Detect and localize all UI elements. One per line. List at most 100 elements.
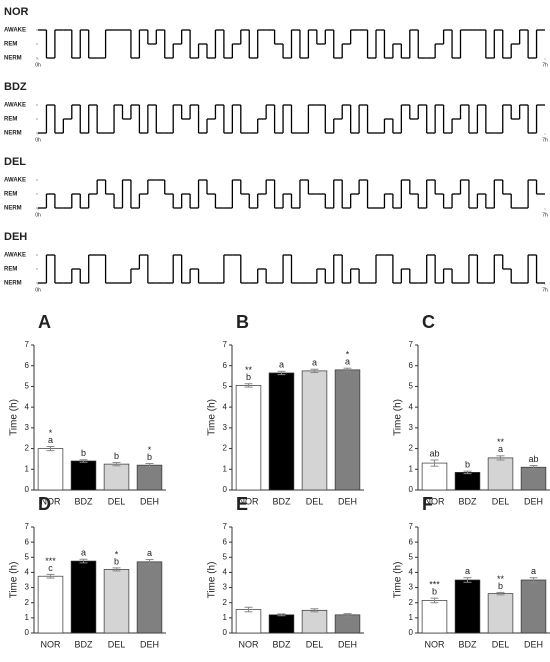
bar [70, 460, 97, 491]
hypnogram-title: DEH [4, 231, 27, 243]
time-label: 0h [35, 137, 41, 143]
significance-letter: b [246, 372, 251, 382]
y-tick-label: 5 [25, 382, 30, 391]
significance-letter: b [432, 587, 437, 597]
x-tick-label: DEH [524, 639, 543, 649]
significance-letter: a [279, 360, 284, 370]
state-label: AWAKE [4, 253, 26, 259]
significance-stars: *** [429, 580, 440, 590]
significance-letter: c [48, 563, 53, 573]
y-tick-label: 1 [223, 613, 228, 622]
y-tick-label: 4 [409, 568, 414, 577]
state-label: NERM [4, 206, 22, 212]
x-tick-label: BDZ [273, 639, 292, 649]
time-label: 7h [542, 62, 548, 68]
y-axis-label: Time (h) [207, 399, 218, 436]
significance-letter: b [81, 448, 86, 458]
bar [268, 614, 295, 634]
y-tick-label: 7 [409, 522, 414, 531]
y-tick-label: 1 [25, 464, 30, 473]
y-tick-label: 7 [25, 340, 30, 349]
y-tick-label: 2 [409, 444, 414, 453]
y-tick-label: 1 [25, 613, 30, 622]
significance-letter: b [498, 581, 503, 591]
bar [301, 370, 328, 491]
bar [520, 466, 547, 491]
bar [454, 472, 481, 491]
y-tick-label: 7 [25, 522, 30, 531]
hypnogram-title: BDZ [4, 81, 27, 93]
panel-letter: A [38, 312, 51, 332]
y-tick-label: 2 [25, 598, 30, 607]
state-label: REM [4, 267, 17, 273]
y-tick-label: 3 [25, 583, 30, 592]
y-tick-label: 4 [25, 568, 30, 577]
y-tick-label: 1 [223, 464, 228, 473]
hypnogram-title: NOR [4, 6, 29, 18]
x-tick-label: NOR [41, 639, 62, 649]
bar [235, 609, 262, 634]
y-tick-label: 2 [223, 444, 228, 453]
significance-letter: a [81, 548, 86, 558]
significance-letter: a [498, 444, 503, 454]
x-tick-label: NOR [239, 639, 260, 649]
x-tick-label: NOR [425, 639, 446, 649]
state-label: NERM [4, 131, 22, 137]
bar [487, 457, 514, 491]
significance-letter: ab [528, 454, 538, 464]
y-tick-label: 7 [409, 340, 414, 349]
y-tick-label: 3 [409, 423, 414, 432]
y-tick-label: 6 [25, 537, 30, 546]
state-label: AWAKE [4, 178, 26, 184]
y-tick-label: 6 [223, 361, 228, 370]
significance-stars: ** [497, 574, 505, 584]
state-label: AWAKE [4, 28, 26, 34]
y-tick-label: 2 [409, 598, 414, 607]
x-tick-label: DEH [140, 639, 159, 649]
time-label: 7h [542, 287, 548, 293]
bar [103, 569, 130, 634]
significance-letter: a [48, 435, 53, 445]
significance-stars: *** [45, 556, 56, 566]
significance-letter: a [147, 548, 152, 558]
bar [487, 593, 514, 634]
x-tick-label: NOR [41, 496, 62, 506]
x-tick-label: NOR [425, 496, 446, 506]
y-axis-label: Time (h) [9, 399, 20, 436]
y-tick-label: 0 [223, 628, 228, 637]
time-label: 0h [35, 62, 41, 68]
significance-letter: ab [429, 448, 439, 458]
y-axis-label: Time (h) [207, 562, 218, 599]
bar [268, 372, 295, 491]
bar [454, 579, 481, 634]
y-tick-label: 1 [409, 613, 414, 622]
y-tick-label: 4 [223, 568, 228, 577]
y-tick-label: 3 [409, 583, 414, 592]
bar [103, 463, 130, 491]
panel-letter: D [38, 494, 51, 514]
significance-stars: * [49, 428, 53, 438]
y-tick-label: 7 [223, 522, 228, 531]
y-tick-label: 0 [409, 628, 414, 637]
y-tick-label: 3 [223, 423, 228, 432]
y-tick-label: 4 [25, 402, 30, 411]
x-tick-label: DEL [108, 639, 126, 649]
x-tick-label: DEH [524, 496, 543, 506]
hypnogram-title: DEL [4, 156, 26, 168]
bar [70, 560, 97, 634]
significance-stars: * [148, 445, 152, 455]
y-axis-label: Time (h) [393, 562, 404, 599]
bar [421, 462, 448, 491]
y-tick-label: 0 [25, 628, 30, 637]
significance-letter: b [465, 460, 470, 470]
x-tick-label: BDZ [459, 639, 478, 649]
significance-letter: b [114, 451, 119, 461]
y-tick-label: 6 [409, 361, 414, 370]
y-tick-label: 3 [25, 423, 30, 432]
y-tick-label: 7 [223, 340, 228, 349]
x-tick-label: BDZ [75, 496, 94, 506]
bar [334, 614, 361, 634]
bar [37, 448, 64, 491]
significance-letter: a [312, 358, 317, 368]
